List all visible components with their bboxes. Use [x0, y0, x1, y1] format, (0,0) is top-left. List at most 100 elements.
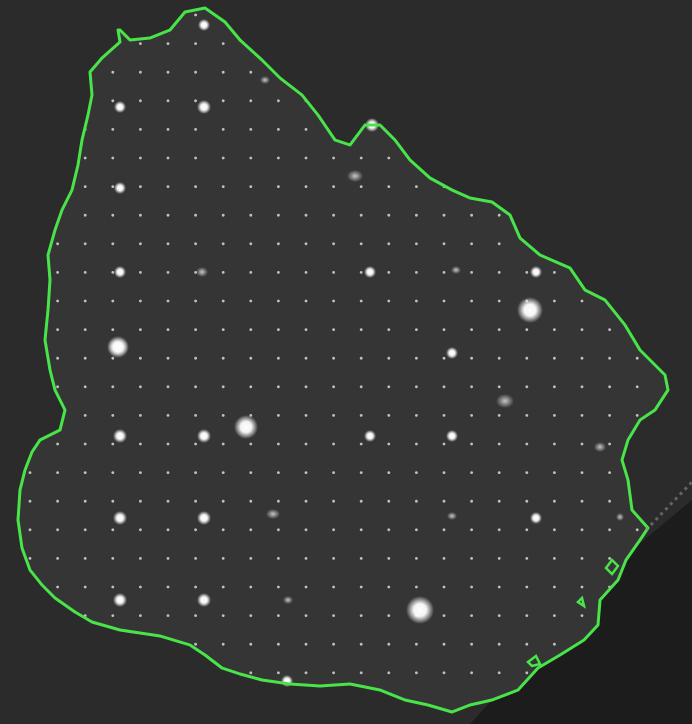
- island-2: [576, 595, 586, 609]
- grid-dot: [387, 156, 391, 160]
- grid-dot: [221, 42, 225, 45]
- grid-dot: [194, 499, 198, 503]
- grid-dot: [139, 471, 142, 474]
- grid-dot: [387, 614, 391, 617]
- faint-spot: [347, 170, 363, 182]
- grid-dot: [580, 414, 584, 417]
- grid-dot: [139, 213, 142, 217]
- grid-dot: [166, 99, 170, 103]
- grid-dot: [525, 671, 529, 675]
- grid-dot: [56, 299, 59, 303]
- grid-dot: [166, 557, 170, 560]
- grid-dot: [387, 585, 391, 589]
- grid-dot: [139, 414, 142, 417]
- grid-dot: [387, 557, 391, 560]
- grid-dot: [442, 271, 446, 274]
- grid-dot: [56, 385, 59, 389]
- grid-dot: [56, 242, 59, 246]
- grid-dot: [221, 70, 225, 74]
- grid-dot: [221, 499, 225, 503]
- grid-dot: [194, 642, 198, 646]
- grid-dot: [83, 528, 87, 532]
- bright-spot: [197, 429, 211, 443]
- grid-dot: [497, 442, 501, 446]
- bright-spot: [114, 182, 126, 194]
- grid-dot: [580, 499, 584, 503]
- grid-dot: [194, 42, 198, 45]
- grid-dot: [277, 127, 280, 131]
- grid-dot: [608, 528, 611, 532]
- grid-dot: [387, 671, 391, 675]
- grid-dot: [83, 185, 87, 189]
- island-1: [604, 558, 620, 576]
- grid-dot: [470, 414, 473, 417]
- grid-dot: [387, 414, 391, 417]
- grid-dot: [111, 328, 115, 331]
- grid-dot: [497, 471, 501, 474]
- grid-dot: [304, 213, 308, 217]
- grid-dot: [166, 328, 170, 331]
- grid-dot: [525, 328, 529, 331]
- grid-dot: [277, 414, 280, 417]
- grid-dot: [553, 471, 556, 474]
- grid-dot: [359, 557, 363, 560]
- grid-dot: [359, 471, 363, 474]
- grid-dot: [332, 528, 335, 532]
- grid-dot: [415, 557, 418, 560]
- grid-dot: [249, 614, 253, 617]
- faint-spot: [266, 509, 280, 519]
- bright-spot: [530, 512, 542, 524]
- grid-dot: [442, 414, 446, 417]
- faint-spot: [496, 394, 514, 408]
- grid-dot: [139, 271, 142, 274]
- grid-dot: [387, 185, 391, 189]
- grid-dot: [608, 414, 611, 417]
- grid-dot: [249, 385, 253, 389]
- grid-dot: [415, 213, 418, 217]
- grid-dot: [359, 528, 363, 532]
- grid-dot: [304, 614, 308, 617]
- grid-dot: [249, 471, 253, 474]
- bright-spot: [530, 266, 542, 278]
- grid-dot: [304, 642, 308, 646]
- grid-dot: [83, 299, 87, 303]
- grid-dot: [497, 328, 501, 331]
- grid-dot: [277, 299, 280, 303]
- grid-dot: [83, 414, 87, 417]
- bright-spot: [197, 100, 211, 114]
- grid-dot: [28, 557, 32, 560]
- faint-spot: [616, 513, 624, 521]
- grid-dot: [553, 557, 556, 560]
- grid-dot: [442, 642, 446, 646]
- grid-dot: [332, 585, 335, 589]
- grid-dot: [304, 442, 308, 446]
- grid-dot: [166, 70, 170, 74]
- grid-dot: [139, 242, 142, 246]
- grid-dot: [277, 471, 280, 474]
- grid-dot: [359, 213, 363, 217]
- grid-dot: [553, 271, 556, 274]
- grid-dot: [83, 385, 87, 389]
- grid-dot: [249, 185, 253, 189]
- grid-dot: [277, 328, 280, 331]
- grid-dot: [277, 185, 280, 189]
- bright-spot: [114, 101, 126, 113]
- grid-dot: [470, 442, 473, 446]
- grid-dot: [635, 528, 639, 532]
- grid-dot: [194, 213, 198, 217]
- grid-dot: [277, 156, 280, 160]
- bright-spot: [113, 511, 127, 525]
- faint-spot: [196, 267, 208, 277]
- grid-dot: [415, 642, 418, 646]
- grid-dot: [277, 614, 280, 617]
- grid-dot: [194, 614, 198, 617]
- grid-dot: [221, 242, 225, 246]
- grid-dot: [28, 499, 32, 503]
- grid-dot: [497, 242, 501, 246]
- grid-dot: [277, 499, 280, 503]
- grid-dot: [249, 585, 253, 589]
- grid-dot: [553, 642, 556, 646]
- grid-dot: [608, 385, 611, 389]
- grid-dot: [194, 414, 198, 417]
